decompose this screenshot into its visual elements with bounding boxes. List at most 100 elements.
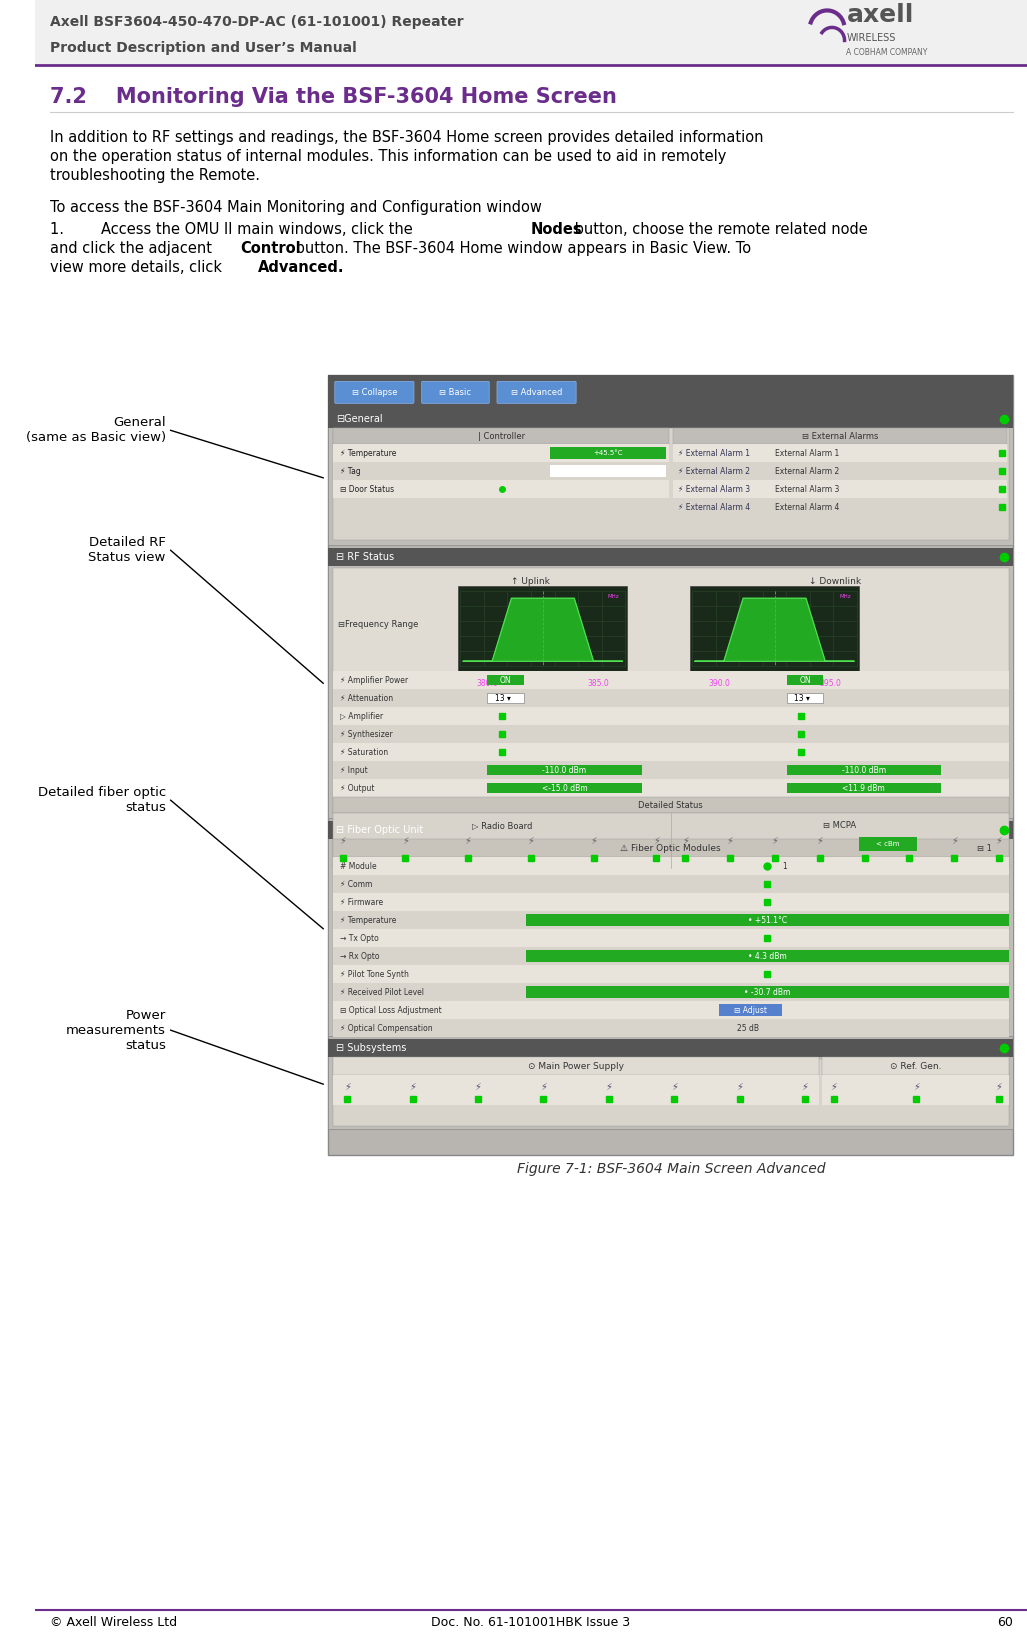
Text: Detailed RF
Status view: Detailed RF Status view xyxy=(88,537,165,565)
Text: ↓ Downlink: ↓ Downlink xyxy=(809,576,861,586)
FancyBboxPatch shape xyxy=(333,462,669,480)
Text: ⚡: ⚡ xyxy=(727,836,733,847)
FancyBboxPatch shape xyxy=(823,1058,1009,1075)
Text: troubleshooting the Remote.: troubleshooting the Remote. xyxy=(50,168,260,183)
FancyBboxPatch shape xyxy=(859,837,917,852)
FancyBboxPatch shape xyxy=(333,689,1009,707)
Text: ⚡ Temperature: ⚡ Temperature xyxy=(340,449,396,459)
FancyBboxPatch shape xyxy=(333,1018,1009,1038)
Text: ⚡ External Alarm 4: ⚡ External Alarm 4 xyxy=(679,503,751,512)
Text: External Alarm 1: External Alarm 1 xyxy=(775,449,839,459)
Polygon shape xyxy=(463,599,622,661)
Text: 385.0: 385.0 xyxy=(587,679,609,687)
FancyBboxPatch shape xyxy=(787,783,941,793)
Text: ⚡ Received Pilot Level: ⚡ Received Pilot Level xyxy=(340,987,423,997)
Text: ⊟ Collapse: ⊟ Collapse xyxy=(351,388,397,397)
Text: ⊟Frequency Range: ⊟Frequency Range xyxy=(338,620,418,628)
Text: WIRELESS: WIRELESS xyxy=(846,33,896,44)
Text: +45.5°C: +45.5°C xyxy=(594,450,622,457)
Text: ⚡: ⚡ xyxy=(682,836,689,847)
Text: General
(same as Basic view): General (same as Basic view) xyxy=(26,416,165,444)
Text: 395.0: 395.0 xyxy=(820,679,841,687)
Text: ⊟ Advanced: ⊟ Advanced xyxy=(510,388,562,397)
Text: ⚡ External Alarm 3: ⚡ External Alarm 3 xyxy=(679,485,751,494)
Text: ⚡: ⚡ xyxy=(831,1082,837,1092)
Text: External Alarm 3: External Alarm 3 xyxy=(775,485,839,494)
FancyBboxPatch shape xyxy=(673,498,1006,516)
FancyBboxPatch shape xyxy=(673,480,1006,498)
Text: ⚡ External Alarm 2: ⚡ External Alarm 2 xyxy=(679,467,751,477)
Text: ⚡: ⚡ xyxy=(906,836,913,847)
Text: External Alarm 4: External Alarm 4 xyxy=(775,503,839,512)
Text: ⊟General: ⊟General xyxy=(336,415,382,424)
Text: ⚡: ⚡ xyxy=(736,1082,743,1092)
Text: on the operation status of internal modules. This information can be used to aid: on the operation status of internal modu… xyxy=(50,150,726,165)
Text: ⚡ Tag: ⚡ Tag xyxy=(340,467,360,477)
FancyBboxPatch shape xyxy=(333,911,1009,929)
FancyBboxPatch shape xyxy=(526,914,1009,927)
FancyBboxPatch shape xyxy=(488,676,524,685)
Text: ⚡ Attenuation: ⚡ Attenuation xyxy=(340,694,392,703)
Text: 13 ▾: 13 ▾ xyxy=(794,694,810,703)
FancyBboxPatch shape xyxy=(719,1004,782,1017)
Text: ⊟ RF Status: ⊟ RF Status xyxy=(336,552,394,563)
FancyBboxPatch shape xyxy=(488,783,642,793)
Text: axell: axell xyxy=(846,3,914,28)
FancyBboxPatch shape xyxy=(333,428,669,444)
Text: ⚡: ⚡ xyxy=(913,1082,920,1092)
Text: ⊟ Basic: ⊟ Basic xyxy=(440,388,471,397)
FancyBboxPatch shape xyxy=(333,1075,820,1105)
FancyBboxPatch shape xyxy=(328,1040,1014,1129)
FancyBboxPatch shape xyxy=(36,0,1027,65)
Text: button. The BSF-3604 Home window appears in Basic View. To: button. The BSF-3604 Home window appears… xyxy=(292,242,752,256)
Text: Power
measurements
status: Power measurements status xyxy=(66,1009,165,1051)
FancyBboxPatch shape xyxy=(488,694,524,703)
Text: -110.0 dBm: -110.0 dBm xyxy=(542,765,586,775)
Text: Nodes: Nodes xyxy=(531,222,582,237)
Text: → Tx Opto: → Tx Opto xyxy=(340,934,378,943)
Text: ▷ Amplifier: ▷ Amplifier xyxy=(340,712,383,721)
FancyBboxPatch shape xyxy=(333,568,1009,816)
FancyBboxPatch shape xyxy=(333,1059,1009,1126)
Text: ⚡: ⚡ xyxy=(861,836,868,847)
Text: view more details, click: view more details, click xyxy=(50,261,227,276)
Text: ⚡: ⚡ xyxy=(410,1082,416,1092)
Text: -110.0 dBm: -110.0 dBm xyxy=(842,765,886,775)
FancyBboxPatch shape xyxy=(333,761,1009,778)
Text: ⊟ Fiber Optic Unit: ⊟ Fiber Optic Unit xyxy=(336,826,423,836)
FancyBboxPatch shape xyxy=(333,725,1009,743)
Text: 390.0: 390.0 xyxy=(708,679,730,687)
FancyBboxPatch shape xyxy=(328,821,1014,839)
Text: ⚡ Input: ⚡ Input xyxy=(340,765,368,775)
Text: External Alarm 2: External Alarm 2 xyxy=(775,467,839,477)
FancyBboxPatch shape xyxy=(333,778,1009,796)
Text: Doc. No. 61-101001HBK Issue 3: Doc. No. 61-101001HBK Issue 3 xyxy=(431,1616,631,1629)
Text: ⚡ External Alarm 1: ⚡ External Alarm 1 xyxy=(679,449,751,459)
Text: and click the adjacent: and click the adjacent xyxy=(50,242,217,256)
Text: MHz: MHz xyxy=(840,594,851,599)
Text: ⚡: ⚡ xyxy=(995,1082,1002,1092)
Text: ⚡ Amplifier Power: ⚡ Amplifier Power xyxy=(340,676,408,685)
Text: ↑ Uplink: ↑ Uplink xyxy=(511,576,550,586)
FancyBboxPatch shape xyxy=(333,428,1009,540)
Text: MHz: MHz xyxy=(608,594,619,599)
Text: ON: ON xyxy=(799,676,810,685)
Text: Figure 7-1: BSF-3604 Main Screen Advanced: Figure 7-1: BSF-3604 Main Screen Advance… xyxy=(517,1162,825,1177)
Text: ⊙ Main Power Supply: ⊙ Main Power Supply xyxy=(528,1062,624,1071)
Text: Repeater - Site Name: Repeater - Site Name xyxy=(571,468,645,475)
FancyBboxPatch shape xyxy=(333,743,1009,761)
Text: ⚡: ⚡ xyxy=(402,836,409,847)
FancyBboxPatch shape xyxy=(526,950,1009,963)
Text: Axell BSF3604-450-470-DP-AC (61-101001) Repeater: Axell BSF3604-450-470-DP-AC (61-101001) … xyxy=(50,15,463,29)
Text: • -30.7 dBm: • -30.7 dBm xyxy=(745,987,791,997)
FancyBboxPatch shape xyxy=(328,410,1014,428)
Text: ⚡: ⚡ xyxy=(653,836,659,847)
Text: ⚡: ⚡ xyxy=(995,836,1002,847)
Text: 1: 1 xyxy=(782,862,787,871)
FancyBboxPatch shape xyxy=(333,839,1009,857)
FancyBboxPatch shape xyxy=(787,676,824,685)
Text: 60: 60 xyxy=(996,1616,1013,1629)
Text: ⊟ 1: ⊟ 1 xyxy=(977,844,992,852)
Text: 7.2    Monitoring Via the BSF-3604 Home Screen: 7.2 Monitoring Via the BSF-3604 Home Scr… xyxy=(50,88,617,108)
FancyBboxPatch shape xyxy=(333,1058,820,1075)
